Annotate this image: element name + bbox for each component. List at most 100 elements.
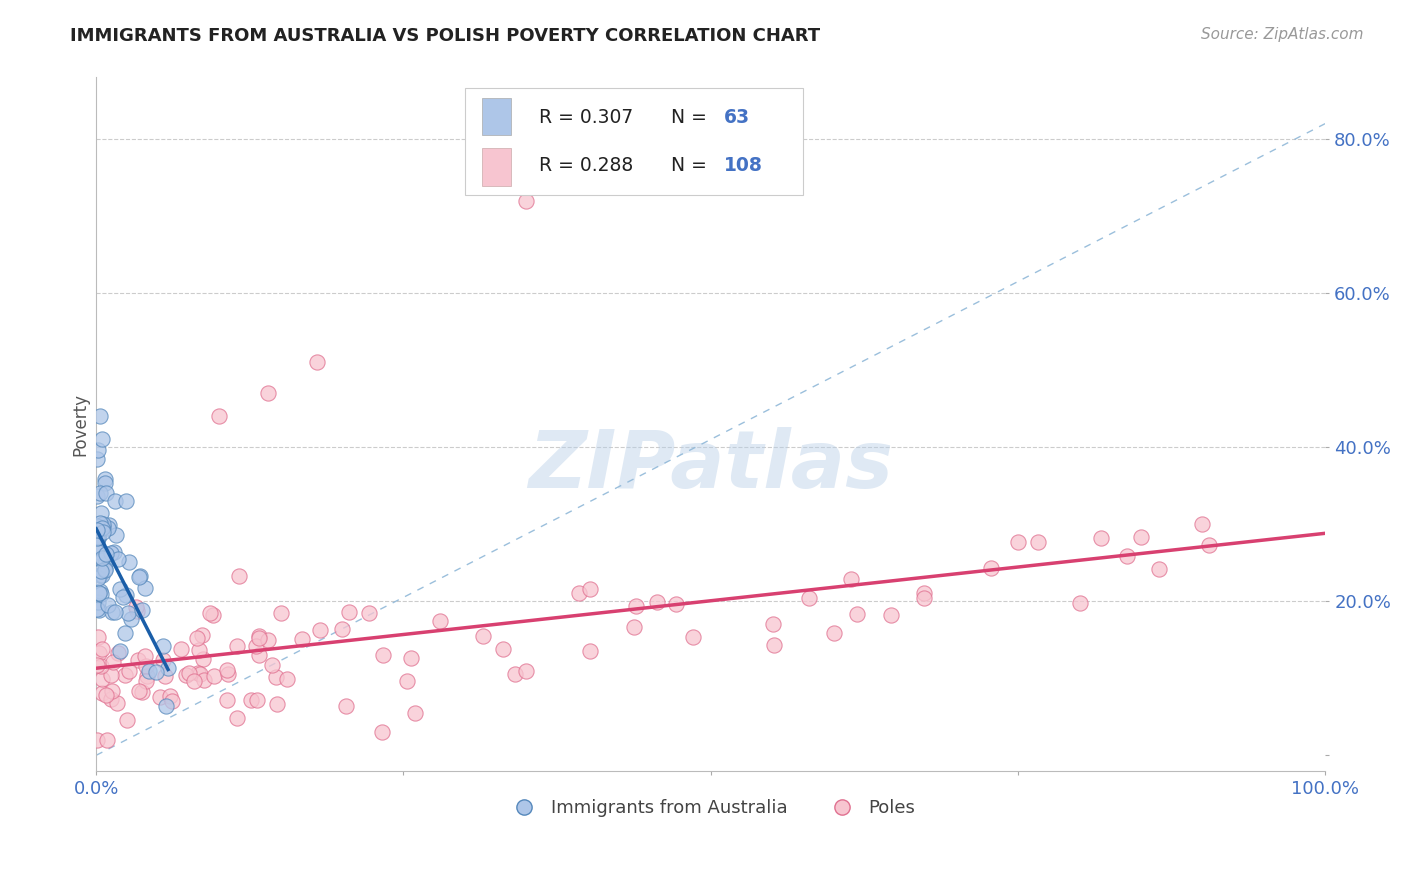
- Point: [91, 672, 114, 686]
- Point: [94, 547, 117, 561]
- Point: [115, 713, 138, 727]
- Point: [645, 595, 668, 609]
- Point: [128, 570, 150, 584]
- Point: [762, 616, 785, 631]
- Point: [276, 672, 298, 686]
- Point: [1198, 538, 1220, 552]
- Point: [839, 572, 862, 586]
- Point: [228, 569, 250, 583]
- Point: [128, 683, 150, 698]
- Point: [664, 597, 686, 611]
- Point: [118, 665, 141, 679]
- Point: [135, 658, 157, 673]
- Point: [91, 686, 114, 700]
- Point: [217, 666, 239, 681]
- Point: [87, 545, 110, 559]
- Text: 63: 63: [724, 108, 751, 128]
- Point: [86, 530, 108, 544]
- Point: [87, 531, 110, 545]
- Point: [404, 706, 426, 720]
- Point: [1147, 562, 1170, 576]
- Point: [98, 518, 121, 533]
- Point: [94, 563, 117, 577]
- Point: [264, 670, 287, 684]
- Point: [94, 486, 117, 500]
- Point: [104, 605, 127, 619]
- Y-axis label: Poverty: Poverty: [72, 392, 89, 456]
- Point: [107, 696, 129, 710]
- Point: [188, 667, 211, 681]
- Point: [114, 494, 136, 508]
- Point: [86, 489, 108, 503]
- Point: [149, 690, 172, 705]
- Point: [125, 599, 148, 614]
- Point: [108, 582, 131, 596]
- Point: [120, 613, 142, 627]
- Point: [980, 561, 1002, 575]
- Point: [193, 652, 215, 666]
- Point: [104, 528, 127, 542]
- Point: [912, 591, 935, 605]
- Point: [90, 506, 112, 520]
- Point: [1191, 516, 1213, 531]
- Point: [89, 409, 111, 424]
- Text: 108: 108: [724, 156, 763, 175]
- Point: [201, 607, 224, 622]
- Point: [112, 590, 135, 604]
- Point: [114, 588, 136, 602]
- Point: [87, 603, 110, 617]
- FancyBboxPatch shape: [465, 87, 803, 195]
- Point: [215, 663, 238, 677]
- Point: [186, 631, 208, 645]
- Point: [159, 690, 181, 704]
- Point: [846, 607, 869, 621]
- Point: [91, 553, 114, 567]
- Point: [152, 639, 174, 653]
- Point: [100, 546, 122, 560]
- Point: [357, 606, 380, 620]
- Point: [153, 669, 176, 683]
- Point: [86, 657, 108, 672]
- Point: [176, 668, 198, 682]
- Point: [266, 697, 288, 711]
- Point: [91, 642, 114, 657]
- FancyBboxPatch shape: [482, 97, 510, 135]
- Point: [682, 630, 704, 644]
- Point: [94, 472, 117, 486]
- Text: R = 0.288: R = 0.288: [538, 156, 633, 175]
- Point: [86, 519, 108, 533]
- Point: [136, 668, 159, 682]
- Point: [208, 409, 231, 424]
- Text: IMMIGRANTS FROM AUSTRALIA VS POLISH POVERTY CORRELATION CHART: IMMIGRANTS FROM AUSTRALIA VS POLISH POVE…: [70, 27, 821, 45]
- Point: [100, 692, 122, 706]
- Point: [471, 629, 494, 643]
- Point: [127, 604, 149, 618]
- Point: [1007, 535, 1029, 549]
- Point: [131, 685, 153, 699]
- Point: [1115, 549, 1137, 564]
- Point: [114, 626, 136, 640]
- Point: [145, 665, 167, 679]
- Point: [104, 494, 127, 508]
- Point: [100, 684, 122, 698]
- Point: [90, 567, 112, 582]
- Point: [245, 693, 267, 707]
- Point: [177, 666, 200, 681]
- Point: [505, 666, 527, 681]
- Point: [96, 599, 118, 613]
- Point: [107, 646, 129, 660]
- Point: [257, 386, 280, 401]
- Point: [101, 655, 124, 669]
- Point: [247, 648, 270, 662]
- Point: [183, 673, 205, 688]
- Point: [188, 643, 211, 657]
- Point: [89, 568, 111, 582]
- Point: [624, 599, 647, 613]
- Point: [270, 607, 292, 621]
- Point: [309, 623, 332, 637]
- Point: [87, 646, 110, 660]
- Point: [101, 605, 124, 619]
- FancyBboxPatch shape: [482, 148, 510, 186]
- Point: [330, 622, 353, 636]
- Point: [290, 632, 312, 647]
